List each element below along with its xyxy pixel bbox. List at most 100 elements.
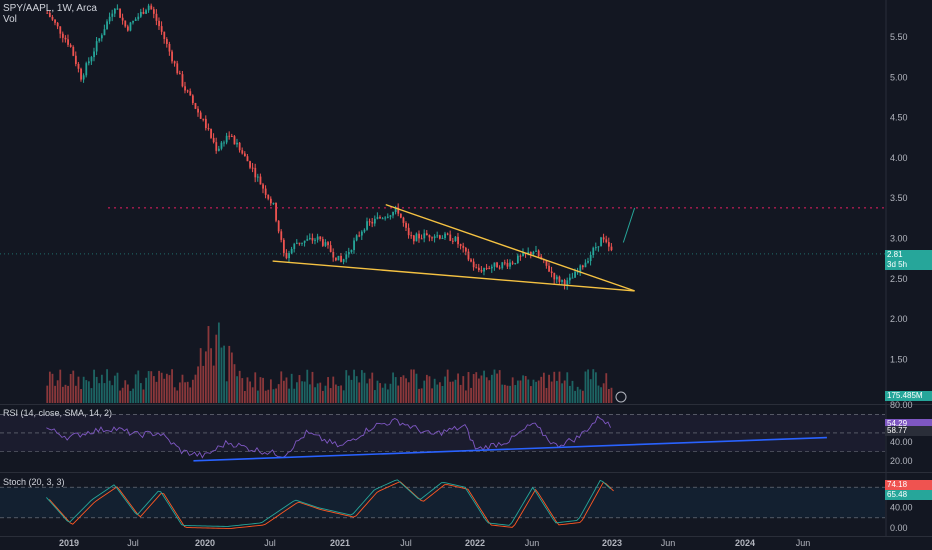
volume-bar <box>576 386 579 403</box>
candle-body <box>210 128 212 138</box>
volume-bar <box>275 388 277 403</box>
candle-body <box>173 61 176 64</box>
volume-bar <box>475 372 478 403</box>
candle-body <box>163 31 166 40</box>
volume-bar <box>597 385 600 403</box>
candle-body <box>324 242 327 246</box>
candle-body <box>363 229 366 232</box>
volume-bar <box>438 382 441 403</box>
volume-bar <box>181 374 184 403</box>
candle-body <box>462 245 465 248</box>
candle-body <box>373 218 376 224</box>
candle-body <box>610 246 613 251</box>
candle-body <box>350 250 353 253</box>
dividend-marker <box>615 391 627 403</box>
candle-body <box>264 188 267 195</box>
volume-bar <box>376 380 379 403</box>
candle-body <box>61 33 64 38</box>
stoch-title[interactable]: Stoch (20, 3, 3) <box>3 477 65 487</box>
candle-body <box>74 55 77 64</box>
volume-bar <box>194 374 197 403</box>
candle-body <box>329 245 332 252</box>
volume-bar <box>493 369 496 403</box>
candle-body <box>498 267 501 269</box>
volume-bar <box>506 385 509 403</box>
volume-bar <box>363 372 366 403</box>
candle-body <box>483 268 485 272</box>
volume-bar <box>555 380 558 403</box>
volume-bar <box>93 369 95 403</box>
chart-header: SPY/AAPL, 1W, Arca Vol <box>3 3 97 25</box>
candle-body <box>592 247 595 256</box>
volume-bar <box>303 381 306 403</box>
candle-body <box>412 235 415 242</box>
volume-bar <box>581 390 584 403</box>
candle-body <box>259 176 262 185</box>
volume-bar <box>295 382 298 403</box>
candle-body <box>308 237 311 240</box>
candle-body <box>90 57 93 62</box>
candle-body <box>134 19 137 21</box>
candle-body <box>197 108 199 113</box>
volume-bar <box>485 377 488 403</box>
candle-body <box>493 262 496 267</box>
candle-body <box>399 213 402 218</box>
volume-bar <box>589 379 592 403</box>
candle-body <box>540 256 543 259</box>
volume-bar <box>288 388 290 403</box>
rsi-title[interactable]: RSI (14, close, SMA, 14, 2) <box>3 408 113 418</box>
candle-body <box>449 234 452 241</box>
candle-body <box>347 252 350 255</box>
volume-bar <box>121 387 124 403</box>
price-tick-label: 5.50 <box>890 32 908 42</box>
volume-bar <box>95 376 98 403</box>
volume-tag: 175.485M <box>885 391 932 401</box>
volume-bar <box>191 379 194 403</box>
volume-bar <box>212 365 215 403</box>
candle-body <box>589 255 592 262</box>
candle-body <box>537 250 540 257</box>
candle-body <box>288 253 290 259</box>
candle-body <box>176 63 179 74</box>
volume-bar <box>236 376 238 403</box>
volume-bar <box>545 387 548 403</box>
candle-body <box>371 221 374 224</box>
candle-body <box>103 29 106 36</box>
symbol-title[interactable]: SPY/AAPL, 1W, Arca <box>3 3 97 14</box>
volume-bar <box>449 381 452 403</box>
rsi-sma-tag: 58.77 <box>885 426 932 436</box>
volume-bar <box>72 370 75 403</box>
candle-body <box>532 251 535 255</box>
candle-body <box>451 240 454 242</box>
candle-body <box>202 118 205 120</box>
volume-bar <box>399 376 402 403</box>
volume-bar <box>134 374 137 403</box>
stoch-d-tag: 65.48 <box>885 490 932 500</box>
volume-bar <box>56 380 59 403</box>
candle-body <box>576 271 579 273</box>
candle-body <box>405 222 407 228</box>
candle-body <box>139 11 142 17</box>
volume-bar <box>308 384 311 403</box>
volume-bar <box>607 388 610 403</box>
volume-bar <box>584 371 587 403</box>
volume-bar <box>451 381 454 403</box>
candle-body <box>386 216 389 218</box>
volume-bar <box>462 376 465 403</box>
volume-bar <box>311 371 314 403</box>
candle-body <box>269 198 272 204</box>
volume-bar <box>48 371 51 403</box>
price-tick-label: 2.00 <box>890 314 908 324</box>
candle-body <box>223 142 225 144</box>
candle-body <box>108 16 111 22</box>
volume-bar <box>262 377 264 403</box>
volume-bar <box>259 377 262 403</box>
candle-body <box>147 5 150 11</box>
candle-body <box>298 242 301 244</box>
volume-bar <box>553 371 556 403</box>
volume-bar <box>249 381 251 403</box>
volume-bar <box>186 381 189 403</box>
volume-bar <box>228 345 231 403</box>
volume-bar <box>407 382 410 403</box>
